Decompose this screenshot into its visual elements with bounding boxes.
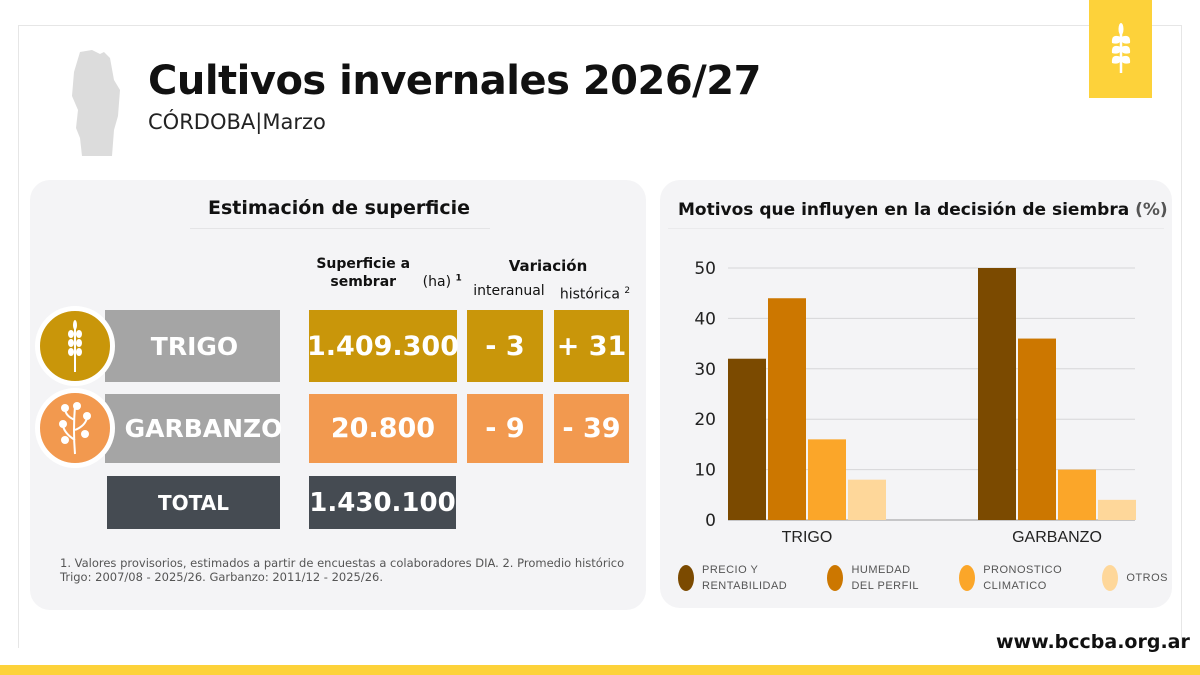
x-tick-label: TRIGO: [782, 529, 833, 546]
legend-swatch-icon: [678, 565, 694, 591]
chart-title-divider: [668, 228, 1164, 229]
legend-label: PRONOSTICO CLIMATICO: [983, 564, 1063, 592]
y-tick-label: 0: [705, 511, 716, 531]
legend-item: OTROS: [1102, 562, 1168, 594]
month: Marzo: [262, 110, 326, 134]
region: CÓRDOBA: [148, 110, 256, 134]
page-title: Cultivos invernales 2026/27: [148, 58, 761, 104]
interanual-header: interanual: [473, 283, 545, 299]
footnote-ref-1: 1: [455, 273, 462, 284]
legend-swatch-icon: [827, 565, 844, 591]
total-label: TOTAL: [107, 476, 280, 529]
bar-trigo-1: [768, 298, 806, 520]
bar-chart: 0 10 20 30 40 50 TRIGO GARBANZO: [694, 259, 1136, 546]
bar-trigo-3: [848, 479, 886, 520]
trigo-label: TRIGO: [105, 310, 280, 382]
cordoba-map-icon: [72, 50, 120, 156]
variation-header: Variación: [508, 257, 588, 275]
chart-title-unit: (%): [1135, 200, 1168, 220]
footnote-ref-2: 2: [624, 286, 631, 296]
wheat-icon: [68, 320, 82, 372]
trigo-surface: 1.409.300: [307, 310, 459, 382]
website-url[interactable]: www.bccba.org.ar: [996, 631, 1190, 653]
surface-header-label: Superficie a sembrar: [316, 256, 411, 290]
legend-item: HUMEDAD DEL PERFIL: [827, 562, 919, 594]
garbanzo-interanual: - 9: [467, 394, 543, 463]
x-tick-label: GARBANZO: [1012, 529, 1102, 546]
legend-item: PRONOSTICO CLIMATICO: [959, 562, 1062, 594]
garbanzo-label: GARBANZO: [105, 394, 282, 463]
garbanzo-historica: - 39: [554, 394, 629, 463]
footnote: 1. Valores provisorios, estimados a part…: [60, 556, 625, 584]
brand-badge: [1089, 0, 1152, 98]
legend-swatch-icon: [959, 565, 976, 591]
trigo-interanual: - 3: [467, 310, 543, 382]
bar-garbanzo-2: [1058, 469, 1096, 520]
chart-title: Motivos que influyen en la decisión de s…: [678, 200, 1168, 220]
chickpea-plant-icon: [59, 402, 91, 455]
surface-header-unit: (ha): [422, 274, 452, 290]
page-subtitle: CÓRDOBA|Marzo: [148, 110, 326, 134]
garbanzo-surface: 20.800: [309, 394, 457, 463]
bar-garbanzo-3: [1098, 499, 1136, 520]
trigo-historica: + 31: [554, 310, 629, 382]
bar-trigo-0: [728, 358, 766, 520]
total-surface: 1.430.100: [309, 476, 456, 529]
trigo-badge: [35, 306, 115, 386]
y-tick-label: 20: [694, 410, 716, 430]
title-divider: [190, 228, 490, 229]
chart-title-text: Motivos que influyen en la decisión de s…: [678, 200, 1130, 220]
bar-garbanzo-1: [1018, 338, 1056, 520]
chart-legend: PRECIO Y RENTABILIDAD HUMEDAD DEL PERFIL PRO…: [678, 562, 1168, 594]
legend-label: OTROS: [1126, 572, 1168, 584]
historica-label: histórica: [559, 286, 620, 303]
bar-garbanzo-0: [978, 268, 1016, 520]
bar-trigo-2: [808, 439, 846, 520]
legend-label: PRECIO Y RENTABILIDAD: [702, 564, 788, 592]
y-tick-label: 30: [694, 360, 716, 380]
legend-item: PRECIO Y RENTABILIDAD: [678, 562, 787, 594]
historica-header: histórica 2: [555, 282, 635, 304]
y-tick-label: 50: [694, 259, 716, 279]
legend-swatch-icon: [1102, 565, 1119, 591]
table-title: Estimación de superficie: [208, 197, 471, 219]
legend-label: HUMEDAD DEL PERFIL: [851, 564, 920, 592]
separator: |: [255, 110, 263, 134]
page-frame: [18, 25, 1182, 648]
bottom-stripe: [0, 665, 1200, 675]
garbanzo-badge: [35, 388, 115, 468]
y-tick-label: 10: [694, 461, 716, 481]
surface-header: Superficie a sembrar (ha) 1: [300, 255, 470, 291]
wheat-logo-icon: [1111, 23, 1130, 73]
y-tick-label: 40: [694, 309, 716, 329]
